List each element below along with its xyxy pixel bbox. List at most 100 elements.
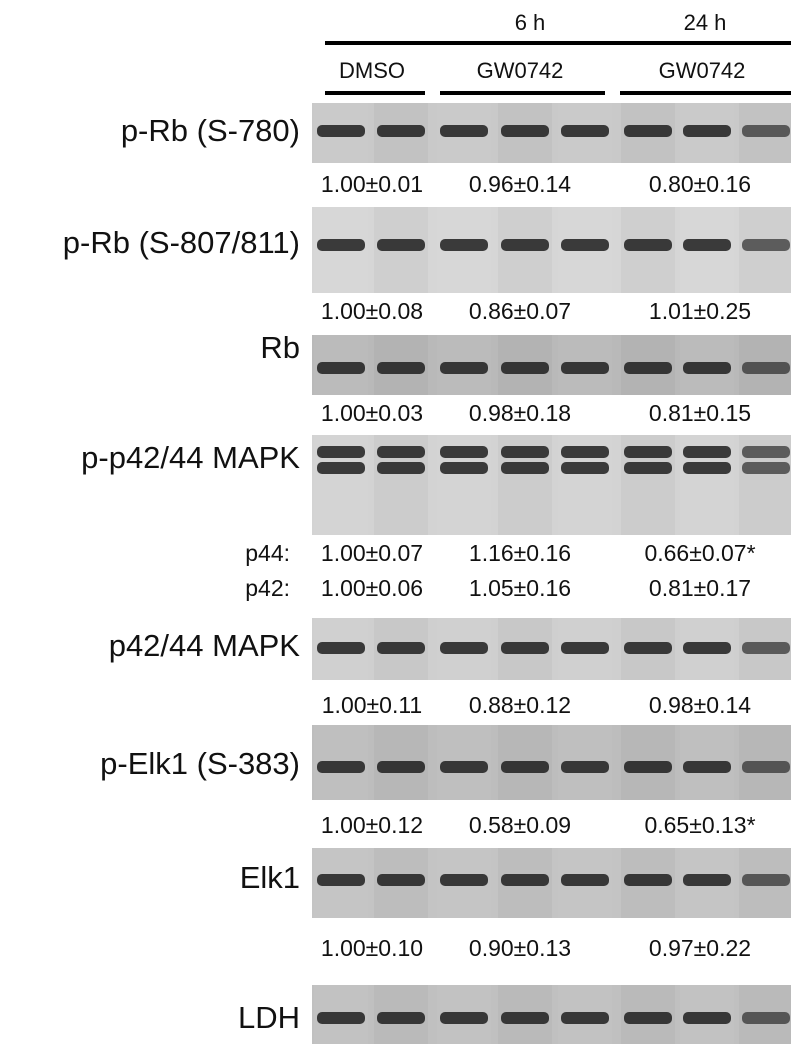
group-label: GW0742 bbox=[659, 58, 746, 83]
quant-value: 0.65±0.13* bbox=[644, 812, 755, 838]
band bbox=[377, 874, 425, 886]
band bbox=[317, 874, 365, 886]
band bbox=[624, 874, 672, 886]
band bbox=[440, 761, 488, 773]
quant-value: 0.86±0.07 bbox=[469, 298, 571, 324]
band bbox=[501, 761, 549, 773]
band bbox=[742, 446, 790, 458]
band bbox=[683, 462, 731, 474]
band bbox=[501, 874, 549, 886]
blot-label: p-Rb (S-780) bbox=[121, 113, 300, 148]
quant-value: 1.01±0.25 bbox=[649, 298, 751, 324]
band bbox=[683, 239, 731, 251]
band bbox=[683, 761, 731, 773]
band bbox=[501, 642, 549, 654]
band bbox=[742, 239, 790, 251]
band bbox=[742, 642, 790, 654]
band bbox=[501, 1012, 549, 1024]
band bbox=[561, 239, 609, 251]
band bbox=[561, 125, 609, 137]
band bbox=[683, 1012, 731, 1024]
blot-label: LDH bbox=[238, 1000, 300, 1035]
time-label: 6 h bbox=[515, 10, 546, 35]
band bbox=[624, 125, 672, 137]
quant-value: 1.00±0.11 bbox=[322, 692, 422, 718]
band bbox=[561, 1012, 609, 1024]
band bbox=[317, 446, 365, 458]
group-label: GW0742 bbox=[477, 58, 564, 83]
quant-value: 1.00±0.03 bbox=[321, 400, 423, 426]
quant-value: 1.00±0.12 bbox=[321, 812, 423, 838]
band bbox=[561, 761, 609, 773]
band bbox=[624, 362, 672, 374]
quant-value: 1.05±0.16 bbox=[469, 575, 571, 601]
quant-value: 1.00±0.06 bbox=[321, 575, 423, 601]
band bbox=[742, 462, 790, 474]
band bbox=[624, 239, 672, 251]
band bbox=[377, 462, 425, 474]
band bbox=[683, 642, 731, 654]
quant-value: 1.00±0.08 bbox=[321, 298, 423, 324]
band bbox=[440, 874, 488, 886]
quant-value: 0.96±0.14 bbox=[469, 171, 571, 197]
quant-value: 0.58±0.09 bbox=[469, 812, 571, 838]
band bbox=[440, 239, 488, 251]
band bbox=[742, 125, 790, 137]
band bbox=[624, 642, 672, 654]
blot-label: p42/44 MAPK bbox=[109, 628, 301, 663]
band bbox=[440, 642, 488, 654]
quant-value: 1.00±0.01 bbox=[321, 171, 423, 197]
blot-label: Rb bbox=[260, 330, 300, 365]
group-label: DMSO bbox=[339, 58, 405, 83]
band bbox=[624, 761, 672, 773]
quant-value: 0.81±0.15 bbox=[649, 400, 751, 426]
band bbox=[377, 362, 425, 374]
quant-value: 1.00±0.10 bbox=[321, 935, 423, 961]
quant-value: 1.16±0.16 bbox=[469, 540, 571, 566]
band bbox=[317, 462, 365, 474]
quant-value: 0.90±0.13 bbox=[469, 935, 571, 961]
band bbox=[317, 1012, 365, 1024]
band bbox=[742, 1012, 790, 1024]
band bbox=[683, 362, 731, 374]
band bbox=[440, 446, 488, 458]
band bbox=[377, 642, 425, 654]
band bbox=[624, 446, 672, 458]
band bbox=[561, 362, 609, 374]
band bbox=[683, 874, 731, 886]
time-label: 24 h bbox=[684, 10, 727, 35]
band bbox=[561, 874, 609, 886]
band bbox=[561, 446, 609, 458]
band bbox=[317, 761, 365, 773]
band bbox=[440, 1012, 488, 1024]
band bbox=[501, 239, 549, 251]
band bbox=[317, 642, 365, 654]
quant-prefix: p42: bbox=[245, 575, 290, 601]
band bbox=[377, 239, 425, 251]
band bbox=[377, 125, 425, 137]
quant-value: 0.98±0.18 bbox=[469, 400, 571, 426]
quant-value: 0.66±0.07* bbox=[644, 540, 755, 566]
quant-prefix: p44: bbox=[245, 540, 290, 566]
band bbox=[501, 462, 549, 474]
blot-label: p-p42/44 MAPK bbox=[81, 440, 300, 475]
blot-label: Elk1 bbox=[240, 860, 300, 895]
band bbox=[377, 1012, 425, 1024]
band bbox=[440, 125, 488, 137]
band bbox=[624, 462, 672, 474]
band bbox=[317, 239, 365, 251]
band bbox=[501, 125, 549, 137]
quant-value: 0.81±0.17 bbox=[649, 575, 751, 601]
band bbox=[317, 362, 365, 374]
band bbox=[440, 462, 488, 474]
band bbox=[683, 446, 731, 458]
quant-value: 0.88±0.12 bbox=[469, 692, 571, 718]
band bbox=[742, 874, 790, 886]
quant-value: 0.97±0.22 bbox=[649, 935, 751, 961]
band bbox=[317, 125, 365, 137]
band bbox=[683, 125, 731, 137]
band bbox=[624, 1012, 672, 1024]
band bbox=[742, 362, 790, 374]
band bbox=[561, 642, 609, 654]
quant-value: 0.80±0.16 bbox=[649, 171, 751, 197]
